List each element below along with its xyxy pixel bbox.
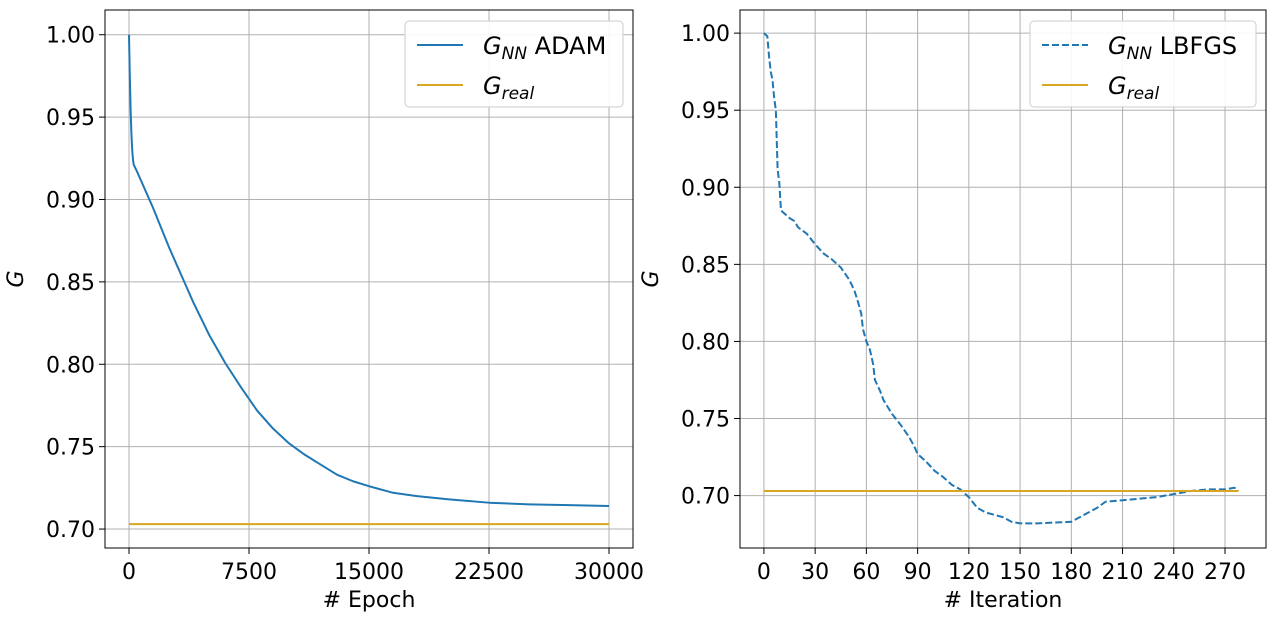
x-tick-label: 30000 bbox=[574, 560, 644, 585]
x-tick-label: 0 bbox=[122, 560, 136, 585]
y-tick-label: 0.70 bbox=[46, 518, 95, 543]
y-tick-label: 0.90 bbox=[681, 176, 730, 201]
y-tick-label: 0.80 bbox=[681, 330, 730, 355]
x-axis-label: # Iteration bbox=[944, 588, 1063, 613]
x-tick-label: 240 bbox=[1153, 560, 1195, 585]
y-tick-label: 0.90 bbox=[46, 188, 95, 213]
series-line-1 bbox=[128, 34, 610, 507]
x-tick-label: 210 bbox=[1102, 560, 1144, 585]
y-tick-label: 0.95 bbox=[681, 99, 730, 124]
chart-1: 0 7500 15000 22500 30000 0.70 0.75 0.80 0.85 0.90… bbox=[4, 9, 644, 613]
y-tick-label: 0.80 bbox=[46, 353, 95, 378]
chart-2: 0 30 60 90 120 150 180 210 240 270 0.70 0.75 0.80 0.8… bbox=[639, 9, 1267, 613]
x-tick-label: 150 bbox=[999, 560, 1041, 585]
y-tick-label: 0.85 bbox=[46, 271, 95, 296]
y-tick-label: 1.00 bbox=[681, 22, 730, 47]
series-line-1 bbox=[763, 32, 1239, 525]
legend-label: GNN LBFGS bbox=[1108, 32, 1237, 64]
legend-label: Greal bbox=[1108, 72, 1159, 104]
legend-label: GNN ADAM bbox=[483, 32, 606, 64]
y-axis-label: G bbox=[4, 270, 29, 287]
y-tick-label: 0.95 bbox=[46, 106, 95, 131]
y-tick-label: 0.75 bbox=[681, 408, 730, 433]
y-tick-label: 0.75 bbox=[46, 436, 95, 461]
x-tick-label: 7500 bbox=[221, 560, 277, 585]
x-tick-label: 90 bbox=[904, 560, 932, 585]
x-tick-label: 0 bbox=[757, 560, 771, 585]
legend: GNN LBFGS Greal bbox=[1029, 20, 1257, 108]
legend-label: Greal bbox=[483, 72, 534, 104]
x-tick-label: 60 bbox=[852, 560, 880, 585]
x-tick-label: 180 bbox=[1050, 560, 1092, 585]
legend: GNN ADAM Greal bbox=[404, 20, 624, 108]
x-tick-label: 30 bbox=[801, 560, 829, 585]
y-axis-label: G bbox=[639, 270, 664, 287]
x-tick-label: 120 bbox=[948, 560, 990, 585]
x-tick-label: 270 bbox=[1204, 560, 1246, 585]
y-tick-label: 1.00 bbox=[46, 24, 95, 49]
x-tick-label: 15000 bbox=[334, 560, 404, 585]
x-tick-label: 22500 bbox=[454, 560, 524, 585]
y-tick-label: 0.70 bbox=[681, 485, 730, 510]
plot-frame bbox=[739, 9, 1267, 549]
y-tick-label: 0.85 bbox=[681, 253, 730, 278]
x-axis-label: # Epoch bbox=[323, 588, 416, 613]
